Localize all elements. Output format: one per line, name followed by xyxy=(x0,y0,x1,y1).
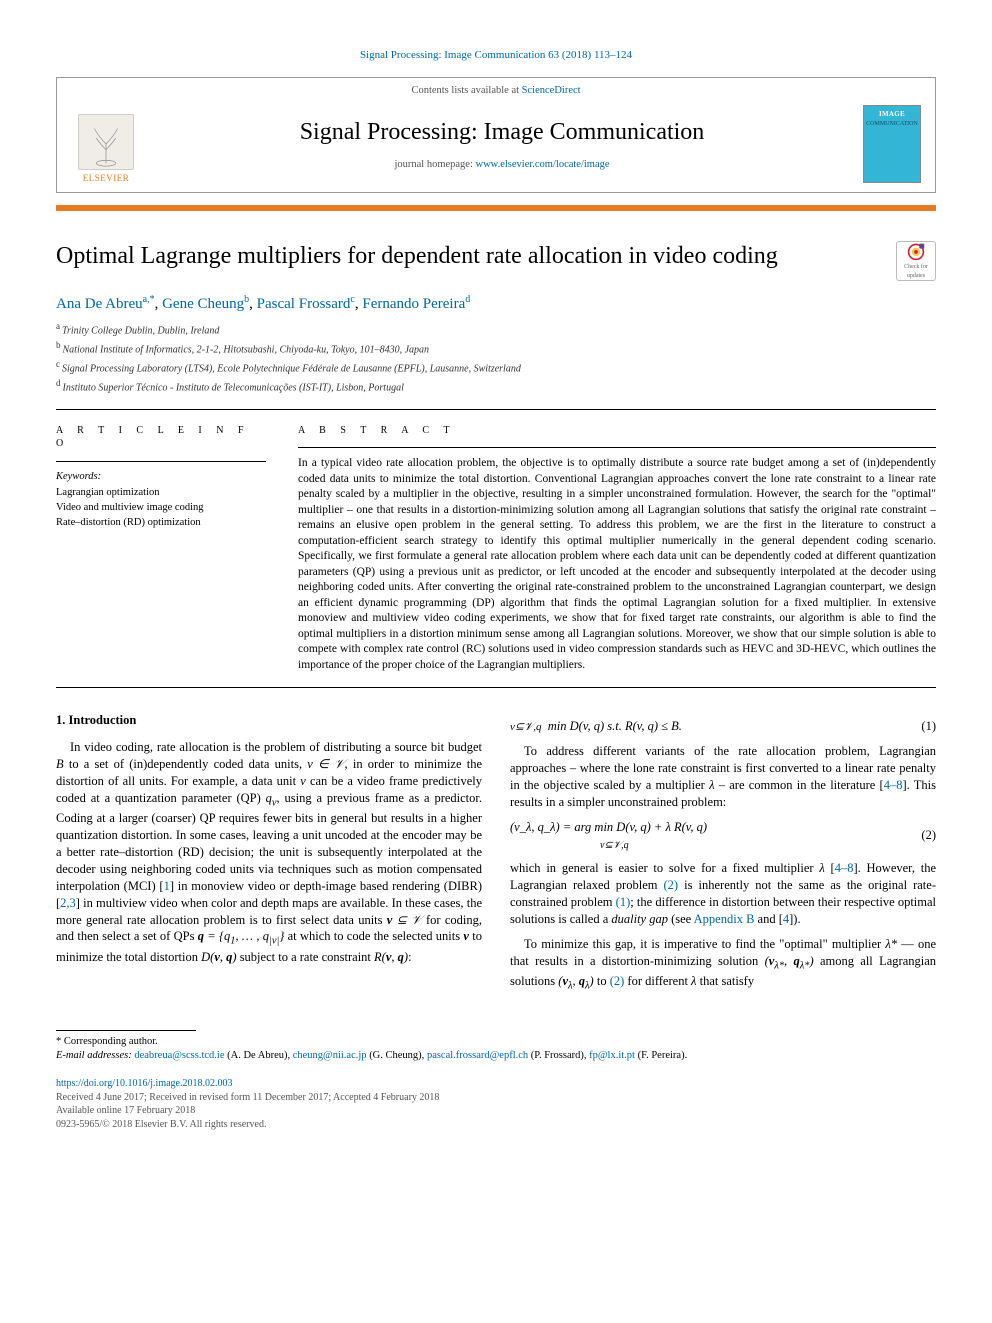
author: Ana De Abreu xyxy=(56,296,143,312)
equation-1: v⊆𝒱,q min D(v, q) s.t. R(v, q) ≤ B. (1) xyxy=(510,718,936,735)
check-updates-badge[interactable]: Check for updates xyxy=(896,241,936,281)
rule xyxy=(56,409,936,410)
abstract-head: A B S T R A C T xyxy=(298,424,936,438)
rule xyxy=(56,687,936,688)
article-info: A R T I C L E I N F O Keywords: Lagrangi… xyxy=(56,424,266,674)
copyright-line: 0923-5965/© 2018 Elsevier B.V. All right… xyxy=(56,1118,936,1132)
keywords-head: Keywords: xyxy=(56,470,266,484)
elsevier-tree-icon xyxy=(78,114,134,170)
equation-number: (2) xyxy=(908,827,936,844)
contents-line: Contents lists available at ScienceDirec… xyxy=(57,78,935,100)
check-line2: updates xyxy=(907,272,925,280)
appendix-link[interactable]: Appendix B xyxy=(694,912,755,926)
left-column: 1. Introduction In video coding, rate al… xyxy=(56,712,482,1002)
running-head-link[interactable]: Signal Processing: Image Communication 6… xyxy=(360,49,632,61)
paragraph: To address different variants of the rat… xyxy=(510,743,936,811)
citation-link[interactable]: 4–8 xyxy=(835,861,854,875)
citation-link[interactable]: 4–8 xyxy=(884,778,903,792)
equation-ref-link[interactable]: (2) xyxy=(610,974,625,988)
affiliation: bNational Institute of Informatics, 2-1-… xyxy=(56,339,936,357)
keyword: Rate–distortion (RD) optimization xyxy=(56,516,266,530)
check-line1: Check for xyxy=(904,263,928,271)
homepage-pre: journal homepage: xyxy=(394,159,475,170)
footnotes: * Corresponding author. E-mail addresses… xyxy=(56,1030,936,1063)
journal-homepage: journal homepage: www.elsevier.com/locat… xyxy=(141,158,863,172)
homepage-link[interactable]: www.elsevier.com/locate/image xyxy=(476,159,610,170)
journal-header: Contents lists available at ScienceDirec… xyxy=(56,77,936,193)
affiliation: aTrinity College Dublin, Dublin, Ireland xyxy=(56,320,936,338)
abstract-text: In a typical video rate allocation probl… xyxy=(298,456,936,673)
contents-pre: Contents lists available at xyxy=(411,85,521,96)
online-line: Available online 17 February 2018 xyxy=(56,1104,936,1118)
running-head: Signal Processing: Image Communication 6… xyxy=(56,48,936,63)
sciencedirect-link[interactable]: ScienceDirect xyxy=(522,85,581,96)
orange-rule xyxy=(56,205,936,211)
article-info-head: A R T I C L E I N F O xyxy=(56,424,266,451)
author: Gene Cheung xyxy=(162,296,244,312)
author: Fernando Pereira xyxy=(362,296,465,312)
affiliation: dInstituto Superior Técnico - Instituto … xyxy=(56,377,936,395)
doi-link[interactable]: https://doi.org/10.1016/j.image.2018.02.… xyxy=(56,1078,232,1089)
cover-line1: IMAGE xyxy=(879,110,905,119)
elsevier-wordmark: ELSEVIER xyxy=(83,172,130,184)
email-link[interactable]: pascal.frossard@epfl.ch xyxy=(427,1050,528,1061)
journal-name: Signal Processing: Image Communication xyxy=(141,116,863,148)
received-line: Received 4 June 2017; Received in revise… xyxy=(56,1091,936,1105)
email-link[interactable]: cheung@nii.ac.jp xyxy=(293,1050,367,1061)
cover-line2: COMMUNICATION xyxy=(866,120,918,128)
equation-number: (1) xyxy=(908,718,936,735)
email-link[interactable]: fp@lx.it.pt xyxy=(589,1050,635,1061)
author-aff: a, xyxy=(143,294,150,305)
equation-ref-link[interactable]: (2) xyxy=(664,878,679,892)
journal-cover-thumb: IMAGE COMMUNICATION xyxy=(863,105,921,183)
paragraph: which in general is easier to solve for … xyxy=(510,860,936,928)
author: Pascal Frossard xyxy=(257,296,351,312)
equation-2: (v_λ, q_λ) = arg min D(v, q) + λ R(v, q)… xyxy=(510,819,936,853)
paragraph: In video coding, rate allocation is the … xyxy=(56,739,482,966)
check-updates-icon xyxy=(905,242,927,262)
doi-block: https://doi.org/10.1016/j.image.2018.02.… xyxy=(56,1077,936,1131)
email-line: E-mail addresses: deabreua@scss.tcd.ie (… xyxy=(56,1049,936,1063)
equation-ref-link[interactable]: (1) xyxy=(616,895,631,909)
citation-link[interactable]: 2,3 xyxy=(60,896,76,910)
abstract: A B S T R A C T In a typical video rate … xyxy=(298,424,936,674)
author-list: Ana De Abreua,*, Gene Cheungb, Pascal Fr… xyxy=(56,293,936,314)
keyword: Video and multiview image coding xyxy=(56,501,266,515)
email-link[interactable]: deabreua@scss.tcd.ie xyxy=(134,1050,224,1061)
affiliation-list: aTrinity College Dublin, Dublin, Ireland… xyxy=(56,320,936,394)
affiliation: cSignal Processing Laboratory (LTS4), Ec… xyxy=(56,358,936,376)
article-title: Optimal Lagrange multipliers for depende… xyxy=(56,241,884,271)
elsevier-logo: ELSEVIER xyxy=(71,104,141,184)
section-head: 1. Introduction xyxy=(56,712,482,729)
corresponding-note: * Corresponding author. xyxy=(56,1035,936,1049)
author-aff: d xyxy=(465,294,470,305)
keyword: Lagrangian optimization xyxy=(56,486,266,500)
paragraph: To minimize this gap, it is imperative t… xyxy=(510,936,936,994)
right-column: v⊆𝒱,q min D(v, q) s.t. R(v, q) ≤ B. (1) … xyxy=(510,712,936,1002)
